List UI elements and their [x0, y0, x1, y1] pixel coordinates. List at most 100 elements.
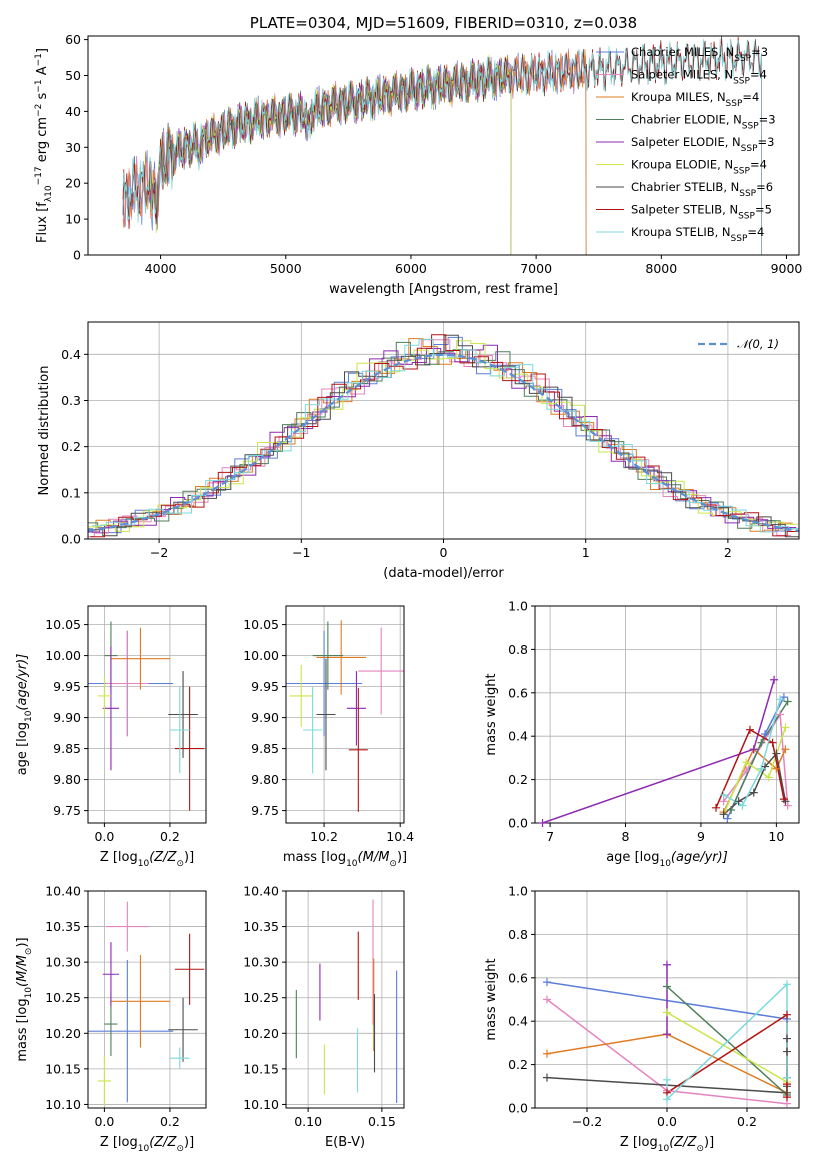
legend-entry-part: Kroupa ELODIE, N [631, 158, 733, 172]
y-tick-label: 10.20 [45, 1026, 81, 1041]
y-axis-label-part: −2 [34, 104, 44, 117]
y-tick-label: 10.30 [243, 955, 279, 970]
legend-entry-part: =4 [742, 90, 759, 104]
axes-frame [534, 605, 800, 824]
y-tick-label: 10.25 [243, 990, 279, 1005]
plus-marker [757, 764, 766, 773]
y-tick-label: 10.10 [45, 1097, 81, 1112]
legend-entry-part: Kroupa STELIB, N [631, 225, 731, 239]
y-tick-label: 10.40 [243, 884, 279, 899]
plus-marker [783, 1010, 791, 1019]
legend-entry-part: =4 [747, 225, 764, 239]
x-tick-label: 0.2 [160, 829, 180, 844]
plus-marker [543, 995, 551, 1004]
series-line-chabrier-stelib [723, 751, 787, 815]
x-tick-label: 9 [697, 829, 705, 844]
x-axis-label-part: )] [704, 1135, 714, 1150]
x-axis-label-part: )] [184, 850, 194, 865]
y-tick-label: 0 [73, 248, 81, 263]
x-axis-label-part: (M/M [358, 850, 390, 865]
plus-marker [783, 1034, 791, 1043]
legend-entry-part: Kroupa MILES, N [631, 90, 726, 104]
x-tick-label: −0.2 [572, 1114, 602, 1129]
x-tick-label: 0.0 [657, 1114, 677, 1129]
x-axis-label-part: ⊙ [176, 859, 184, 869]
plus-marker [663, 1095, 671, 1104]
legend-entry: Kroupa ELODIE, NSSP=4 [631, 158, 767, 177]
plus-marker [768, 738, 777, 747]
legend-entry-part: SSP [742, 122, 759, 132]
x-tick-label: 8 [622, 829, 630, 844]
legend-entry-part: Chabrier STELIB, N [631, 180, 739, 194]
y-tick-label: 10.25 [45, 990, 81, 1005]
plus-marker [719, 810, 728, 819]
y-axis-label-part: s [35, 92, 50, 103]
plus-marker [663, 982, 671, 991]
plus-marker [745, 725, 754, 734]
y-tick-label: 9.95 [251, 679, 279, 694]
histogram-salpeter-stelib [90, 334, 799, 538]
y-tick-label: 1.0 [508, 884, 528, 899]
x-tick-label: 0.0 [94, 1114, 114, 1129]
legend-entry-part: Salpeter STELIB, N [631, 203, 738, 217]
x-axis-label: Z [log10(Z/Z⊙)] [620, 1135, 714, 1154]
panel-residuals: −2 −1 0 1 2 0.0 0.1 0.2 0.3 0.4 (data-model)/error… [37, 321, 800, 581]
x-tick-label: 0.0 [94, 829, 114, 844]
plus-marker [742, 758, 751, 767]
plus-marker [712, 803, 721, 812]
plus-marker [783, 1073, 791, 1082]
plus-marker [663, 1008, 671, 1017]
x-axis-label-part: )] [184, 1135, 194, 1150]
y-tick-label: 0.2 [508, 1057, 528, 1072]
y-tick-label: 0.8 [508, 927, 528, 942]
y-axis-label: Normed distribution [37, 366, 52, 496]
y-tick-label: 0.1 [61, 485, 81, 500]
y-tick-label: 10.35 [243, 919, 279, 934]
plus-marker [727, 805, 736, 814]
x-tick-label: 0.15 [368, 1114, 396, 1129]
plus-marker [543, 1073, 551, 1082]
plus-marker [772, 764, 781, 773]
y-axis-label-part: −17 [34, 166, 44, 185]
plus-marker [783, 1093, 791, 1102]
y-tick-label: 0.4 [508, 1014, 528, 1029]
x-tick-label: −2 [150, 545, 168, 560]
spectrum-line-kroupa-stelib [122, 38, 762, 255]
series-line-kroupa-stelib [666, 982, 788, 1102]
y-axis-label-part: −1 [34, 53, 44, 66]
y-axis-label-part: (age/yr)] [15, 654, 30, 711]
y-tick-label: 10.15 [243, 1061, 279, 1076]
y-axis-label: mass [log10(M/M⊙)] [15, 937, 34, 1061]
legend-entry: Chabrier MILES, NSSP=3 [631, 45, 768, 64]
plot-area-residuals [88, 334, 799, 538]
y-axis-label-part: erg cm [35, 117, 50, 166]
plus-marker [783, 1047, 791, 1056]
x-tick-label: 1 [582, 545, 590, 560]
legend-entry-part: =5 [755, 203, 772, 217]
x-axis-label-part: 10 [659, 859, 671, 869]
plus-marker [761, 730, 770, 739]
plus-marker [776, 695, 785, 704]
plus-marker [543, 1049, 551, 1058]
axes-frame [534, 890, 800, 1109]
y-axis-label-part: age [log [15, 722, 30, 775]
legend-entry: Salpeter MILES, NSSP=4 [631, 68, 767, 87]
y-tick-label: 10.20 [243, 1026, 279, 1041]
series-line-kroupa-elodie [666, 1011, 788, 1083]
axes-frame [87, 35, 800, 256]
y-axis-label-part: 10 [44, 185, 54, 197]
legend-entry-part: =3 [758, 135, 775, 149]
y-tick-label: 9.95 [53, 679, 81, 694]
plus-marker [742, 766, 751, 775]
plus-marker [772, 749, 781, 758]
x-axis-label: (data-model)/error [383, 566, 504, 581]
y-tick-label: 9.90 [53, 710, 81, 725]
plus-marker [783, 801, 792, 810]
x-axis-label: mass [log10(M/M⊙)] [283, 850, 407, 869]
y-tick-label: 0.6 [508, 685, 528, 700]
y-tick-label: 10 [65, 212, 81, 227]
plus-marker [776, 710, 785, 719]
legend-entry-part: =4 [750, 68, 767, 82]
